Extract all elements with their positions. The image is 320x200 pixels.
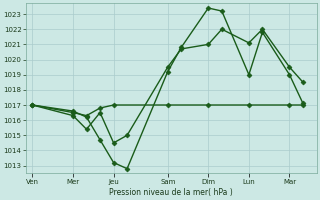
X-axis label: Pression niveau de la mer( hPa ): Pression niveau de la mer( hPa ) xyxy=(109,188,233,197)
